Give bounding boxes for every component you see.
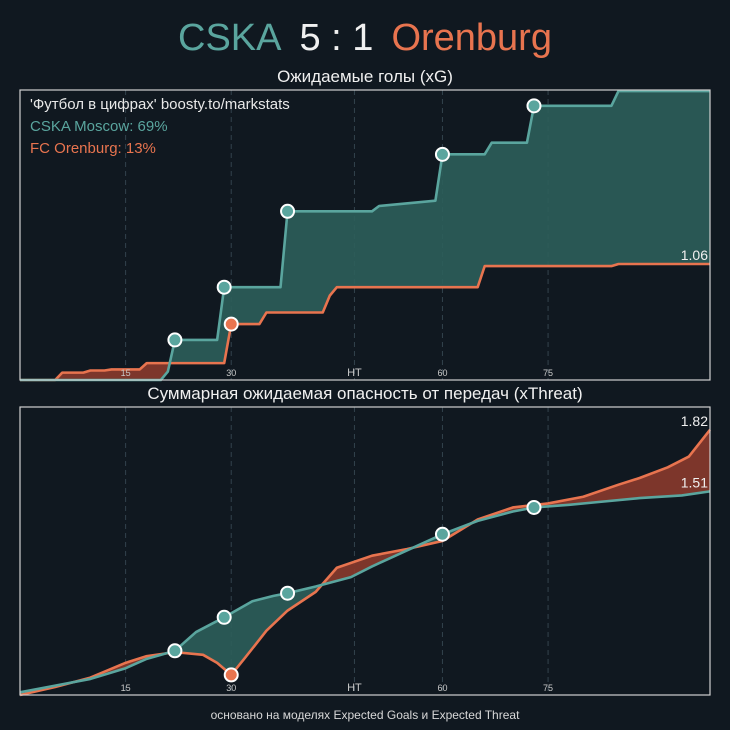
home-goal-marker (216, 609, 232, 625)
xthreat-chart-title: Суммарная ожидаемая опасность от передач… (147, 384, 583, 403)
xg-chart: 15 30 HT 60 75 2.4 1.06 (19, 88, 711, 382)
away-goal-marker (223, 316, 239, 332)
area-difference (165, 584, 322, 675)
footer-note: основано на моделях Expected Goals и Exp… (210, 708, 520, 722)
plot-frame (19, 89, 711, 381)
source-label: 'Футбол в цифрах' boosty.to/markstats (30, 96, 290, 113)
x-tick-label: HT (347, 682, 362, 694)
home-goal-marker (526, 98, 542, 114)
home-goal-marker (280, 203, 296, 219)
end-value-label: 1.82 (681, 413, 708, 429)
match-header: CSKA 5 : 1 Orenburg (0, 14, 730, 62)
x-tick-label: 75 (543, 683, 553, 693)
away-win-probability: FC Orenburg: 13% (30, 140, 156, 157)
chart-info-box: 'Футбол в цифрах' boosty.to/markstats CS… (30, 94, 290, 160)
x-tick-label: 30 (226, 683, 236, 693)
home-series-line (19, 490, 711, 694)
home-goal-marker (526, 499, 542, 515)
xthreat-chart: 15 30 HT 60 75 1.82 1.51 (19, 406, 712, 697)
match-score: 5 : 1 (299, 17, 374, 59)
plot-frame (19, 406, 711, 696)
home-goal-marker (434, 146, 450, 162)
x-tick-label: 15 (121, 368, 131, 378)
x-tick-label: 75 (543, 368, 553, 378)
end-value-label: 1.51 (681, 474, 708, 490)
end-value-label: 2.4 (689, 88, 709, 90)
x-tick-label: HT (347, 367, 362, 379)
x-tick-label: 30 (226, 368, 236, 378)
x-tick-label: 15 (121, 683, 131, 693)
xg-chart-title: Ожидаемые голы (xG) (277, 67, 453, 86)
home-team-name: CSKA (178, 17, 282, 59)
home-goal-marker (280, 585, 296, 601)
away-series-line (19, 428, 712, 697)
away-team-name: Orenburg (391, 17, 552, 59)
x-tick-label: 60 (437, 683, 447, 693)
home-goal-marker (216, 279, 232, 295)
away-goal-marker (223, 667, 239, 683)
end-value-label: 1.06 (681, 247, 708, 263)
x-tick-label: 60 (437, 368, 447, 378)
home-win-probability: CSKA Moscow: 69% (30, 118, 168, 135)
home-goal-marker (167, 332, 183, 348)
home-goal-marker (434, 526, 450, 542)
home-goal-marker (167, 643, 183, 659)
area-difference (169, 91, 711, 364)
